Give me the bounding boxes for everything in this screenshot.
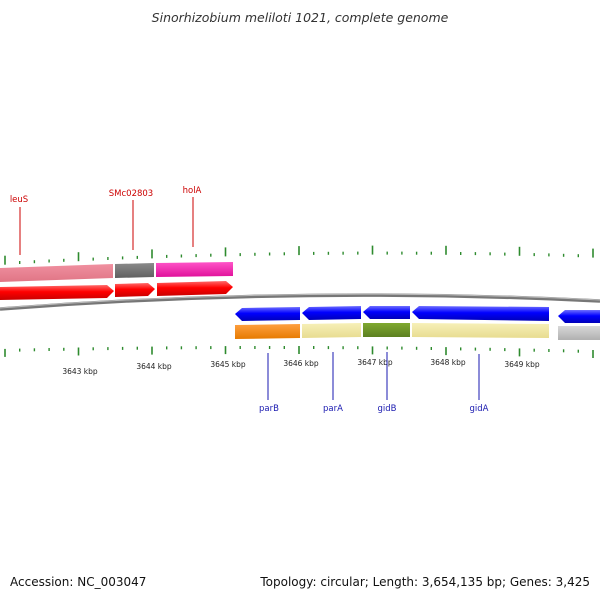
scale-label-3646: 3646 kbp [283,359,319,368]
scale-label-3644: 3644 kbp [136,362,172,371]
genome-backbone-highlight [0,293,600,309]
feature-SMc02803-gene[interactable] [115,263,154,278]
scale-label-3645: 3645 kbp [210,360,246,369]
scale-labels: 3643 kbp 3644 kbp 3645 kbp 3646 kbp 3647… [62,358,540,376]
gene-label-gidA[interactable]: gidA [470,404,489,414]
gene-label-parB[interactable]: parB [259,404,279,414]
gene-label-leuS[interactable]: leuS [10,195,28,205]
gene-label-holA[interactable]: holA [183,186,202,196]
feature-holA-cds[interactable] [157,281,233,296]
feature-parB-gene[interactable] [235,324,300,339]
feature-leuS-cds[interactable] [0,285,114,300]
tick-row-top [4,245,594,265]
feature-holA-gene[interactable] [156,262,233,277]
bottom-gene-labels: parB parA gidB gidA [259,352,489,414]
feature-leuS-gene[interactable] [0,264,113,282]
feature-gidB-gene[interactable] [363,323,410,337]
feature-SMc02803-cds[interactable] [115,283,155,297]
genome-backbone [0,293,600,311]
forward-strand-features [0,262,233,300]
feature-next-cds[interactable] [558,310,600,323]
scale-label-3647: 3647 kbp [357,358,393,367]
feature-parA-gene[interactable] [302,323,361,338]
scale-label-3648: 3648 kbp [430,358,466,367]
genome-summary-text: Topology: circular; Length: 3,654,135 bp… [260,575,590,589]
scale-label-3649: 3649 kbp [504,360,540,369]
gene-label-SMc02803[interactable]: SMc02803 [109,189,153,199]
accession-text: Accession: NC_003047 [10,575,147,589]
gene-label-gidB[interactable]: gidB [378,404,397,414]
feature-next-gene[interactable] [558,326,600,340]
feature-gidB-cds[interactable] [363,306,410,319]
feature-gidA-cds[interactable] [412,306,549,321]
feature-parB-cds[interactable] [235,307,300,321]
map-title: Sinorhizobium meliloti 1021, complete ge… [151,10,449,25]
feature-parA-cds[interactable] [302,306,361,320]
scale-label-3643: 3643 kbp [62,367,98,376]
tick-row-bottom [4,346,594,358]
feature-gidA-gene[interactable] [412,323,549,338]
top-gene-labels: leuS SMc02803 holA [10,186,202,255]
reverse-strand-features [235,306,600,340]
gene-label-parA[interactable]: parA [323,404,343,414]
